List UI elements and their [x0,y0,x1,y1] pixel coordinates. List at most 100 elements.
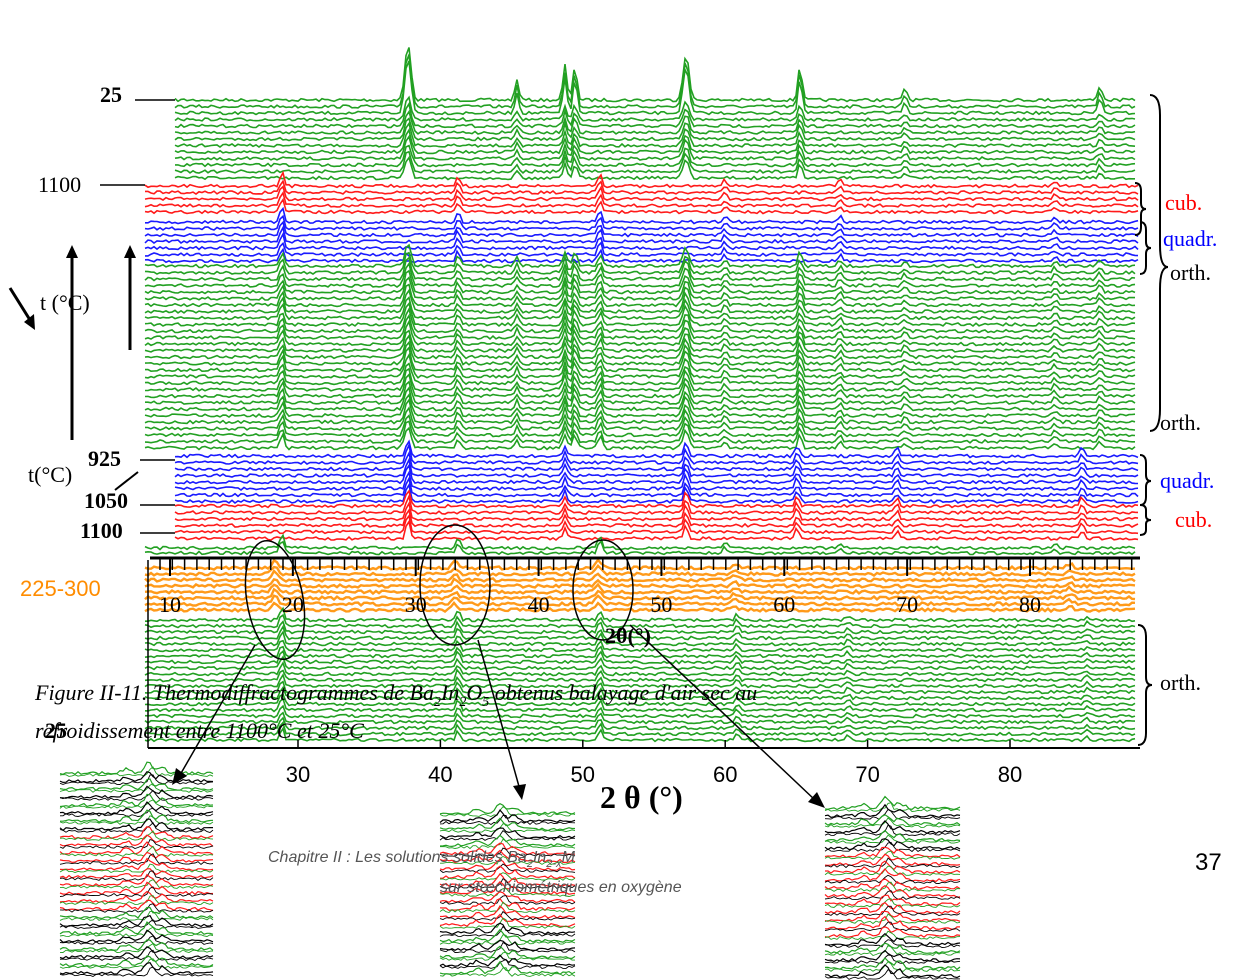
trace [144,353,1136,379]
trace [145,206,1139,225]
trace [824,841,961,853]
trace [145,367,1136,392]
trace [824,824,961,836]
trace [60,809,214,824]
trace [144,319,1136,347]
trace [824,944,961,957]
trace [174,508,1139,529]
trace [59,890,214,904]
inset [439,803,576,980]
trace [174,519,1139,542]
trace [824,814,961,826]
trace [144,393,1136,418]
inner-axis-label: 2θ(°) [605,623,651,648]
trace [144,251,1136,275]
trace [144,533,1136,551]
trace [59,793,214,808]
trace [59,801,214,815]
trace [144,269,1136,295]
trace [174,95,1136,122]
trace [59,942,214,953]
inset [59,761,215,980]
trace [824,949,961,963]
insets [59,761,961,980]
trace [59,879,214,889]
trace [439,878,576,890]
trace [59,939,214,952]
phase-label: orth. [1160,670,1201,695]
tick-label: 80 [1019,592,1041,617]
trace [59,841,214,856]
trace [439,863,576,873]
trace [174,513,1139,535]
trace [144,185,1139,202]
trace [439,865,576,880]
trace [439,834,576,848]
trace [144,624,1136,641]
trace [824,939,961,948]
tick-label: 60 [713,762,737,787]
label: 1100 [80,518,123,543]
label: 1050 [84,488,128,513]
trace [439,838,576,850]
traces [144,47,1139,743]
trace [59,955,214,968]
trace [59,903,214,913]
trace [824,867,961,883]
trace [144,704,1136,719]
outer-axis-label: 2 θ (°) [600,779,683,815]
tick-label: 60 [773,592,795,617]
trace [144,420,1135,444]
caption-sub: 5 [482,695,489,710]
trace [59,868,214,880]
caption-text: In [440,680,459,705]
trace [145,179,1139,195]
trace [439,951,575,961]
trace [175,144,1136,168]
trace [145,345,1136,373]
trace [174,463,1139,485]
trace [824,846,961,859]
trace [144,220,1139,238]
caption-sub: 2 [434,695,441,710]
trace [59,799,214,809]
label: 25 [45,718,67,743]
trace [144,247,1139,264]
phase-label: quadr. [1160,468,1214,493]
trace [824,881,961,892]
trace [174,450,1139,472]
trace [144,577,1136,589]
trace [439,895,576,905]
trace [59,783,214,793]
trace [59,873,214,887]
trace [59,921,214,936]
trace [439,829,576,841]
label: t(°C) [28,462,72,487]
trace [144,170,1139,189]
trace [144,619,1136,635]
trace [824,850,961,860]
trace [174,47,1136,103]
trace [144,256,1136,282]
trace [439,913,576,928]
trace [439,967,576,977]
trace [144,231,1139,251]
tick-label: 50 [571,762,595,787]
trace [59,830,214,841]
trace [824,961,961,973]
trace [144,639,1135,653]
footer-sub: 2-x [545,858,562,870]
trace [59,895,214,905]
trace [59,822,214,833]
trace [59,958,214,969]
trace [144,697,1136,713]
trace [59,853,214,865]
trace [824,910,961,923]
trace [144,372,1136,399]
trace [59,789,214,801]
trace [439,847,576,857]
trace [144,276,1135,301]
phase-label: orth. [1170,260,1211,285]
trace [59,966,214,978]
